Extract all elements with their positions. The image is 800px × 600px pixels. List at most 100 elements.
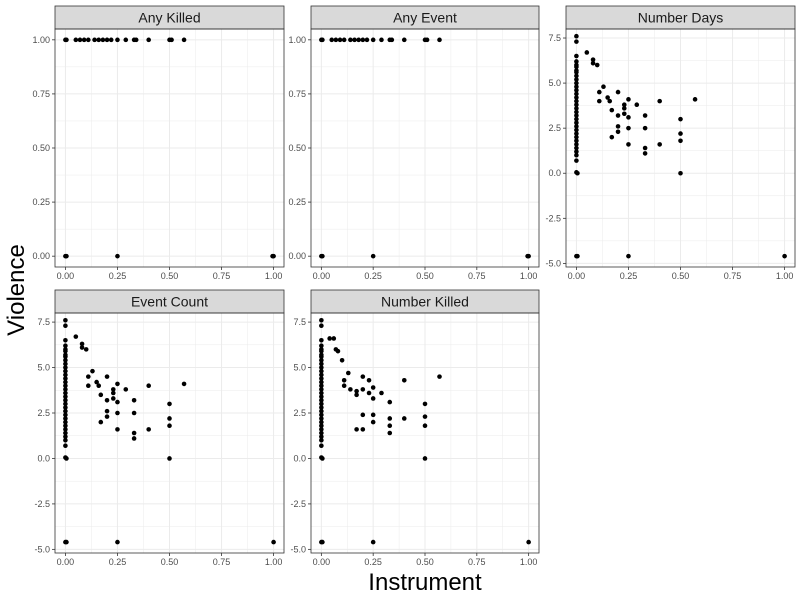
data-point: [319, 416, 324, 421]
y-tick-label: 0.00: [32, 251, 50, 261]
data-point: [574, 95, 579, 100]
data-point: [110, 387, 116, 392]
data-point: [115, 539, 120, 545]
y-tick-label: 0.75: [288, 89, 306, 99]
y-tick-label: 7.5: [293, 317, 306, 327]
data-point: [366, 390, 372, 396]
data-point: [341, 37, 347, 43]
data-point: [319, 372, 324, 378]
data-point: [574, 33, 579, 39]
y-tick-label: 5.0: [548, 78, 561, 88]
data-point: [63, 416, 68, 421]
data-point: [115, 381, 120, 387]
data-point: [574, 80, 579, 86]
data-point: [319, 361, 324, 367]
data-point: [110, 396, 116, 401]
data-point: [387, 399, 393, 405]
data-point: [319, 390, 324, 396]
data-point: [574, 109, 579, 115]
data-point: [370, 412, 376, 418]
data-point: [574, 127, 579, 133]
data-point: [63, 397, 68, 403]
data-point: [574, 64, 579, 70]
y-tick-label: 0.50: [32, 143, 50, 153]
data-point: [63, 361, 68, 367]
y-tick-label: 0.00: [288, 251, 306, 261]
data-point: [379, 390, 384, 396]
data-point: [64, 539, 69, 545]
data-point: [574, 120, 579, 126]
data-point: [574, 113, 579, 118]
data-point: [181, 37, 187, 43]
x-tick-label: 0.75: [213, 557, 231, 567]
data-point: [63, 348, 68, 354]
data-point: [79, 341, 85, 347]
data-point: [271, 539, 276, 545]
data-point: [692, 97, 698, 102]
data-point: [319, 443, 324, 449]
data-point: [337, 37, 343, 43]
y-tick-label: 5.0: [293, 363, 306, 373]
data-point: [621, 106, 627, 111]
data-point: [607, 98, 613, 104]
data-point: [370, 539, 376, 545]
x-tick-label: 0.50: [416, 271, 434, 281]
data-point: [574, 88, 579, 93]
y-tick-label: 0.25: [288, 197, 306, 207]
data-point: [331, 336, 337, 341]
data-point: [63, 419, 68, 425]
y-tick-label: 0.75: [32, 89, 50, 99]
y-tick-label: 2.5: [293, 408, 306, 418]
data-point: [389, 37, 395, 43]
data-point: [181, 381, 187, 387]
data-point: [319, 412, 324, 418]
data-point: [319, 434, 324, 439]
x-tick-label: 1.00: [265, 271, 283, 281]
data-point: [104, 414, 110, 419]
data-point: [370, 385, 376, 390]
data-point: [131, 430, 137, 436]
x-tick-label: 0.75: [724, 271, 742, 281]
data-point: [63, 423, 68, 429]
data-point: [346, 370, 351, 376]
data-point: [86, 374, 91, 379]
data-point: [341, 377, 347, 383]
data-point: [64, 253, 69, 259]
data-point: [356, 37, 361, 43]
data-point: [73, 37, 79, 43]
data-point: [574, 73, 579, 79]
y-tick-label: 1.00: [288, 35, 306, 45]
data-point: [81, 37, 87, 43]
data-point: [98, 419, 104, 425]
data-point: [594, 62, 600, 68]
facet-any-event: Any Event 0.00 0.25 0.50 0.75 1.00 0.00 0.25 0.5…: [288, 5, 540, 281]
data-point: [437, 37, 442, 43]
data-point: [319, 317, 324, 323]
facet-title: Event Count: [131, 294, 208, 310]
data-point: [615, 124, 621, 129]
data-point: [319, 337, 324, 343]
x-tick-label: 0.00: [568, 271, 586, 281]
data-point: [319, 348, 324, 354]
y-tick-label: -2.5: [34, 499, 50, 509]
data-point: [63, 427, 68, 432]
data-point: [167, 456, 172, 461]
data-point: [319, 427, 324, 432]
y-tick-label: 7.5: [548, 33, 561, 43]
data-point: [574, 145, 579, 151]
data-point: [270, 253, 275, 259]
data-point: [590, 57, 596, 62]
data-point: [63, 317, 68, 323]
y-tick-label: 7.5: [37, 317, 50, 327]
x-tick-label: 1.00: [265, 557, 283, 567]
data-point: [657, 98, 662, 104]
data-point: [115, 427, 120, 432]
data-point: [86, 37, 91, 43]
data-point: [63, 372, 68, 378]
facet-title: Any Event: [393, 10, 457, 26]
x-tick-label: 1.00: [776, 271, 794, 281]
data-point: [96, 383, 102, 389]
data-point: [379, 37, 384, 43]
x-tick-label: 1.00: [520, 271, 538, 281]
data-point: [401, 416, 407, 421]
